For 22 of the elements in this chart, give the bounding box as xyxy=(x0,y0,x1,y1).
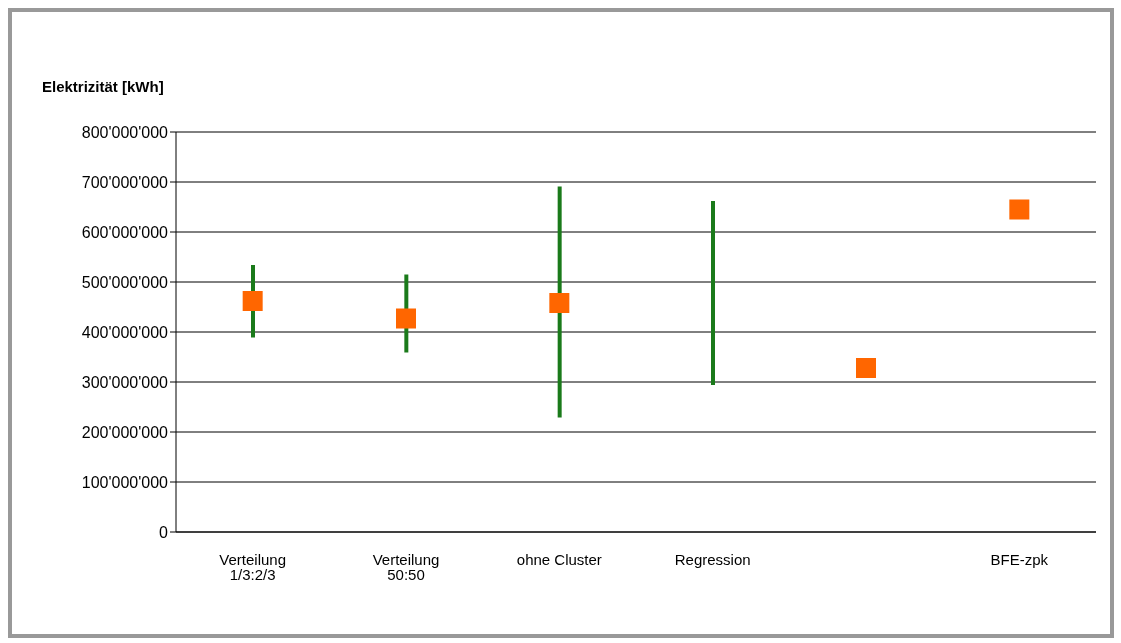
y-tick-label: 400'000'000 xyxy=(81,323,169,341)
point xyxy=(856,358,876,378)
point xyxy=(242,291,263,311)
bar xyxy=(711,201,715,385)
point xyxy=(396,308,416,329)
y-tick-label: 700'000'000 xyxy=(81,173,169,191)
y-tick-label: 200'000'000 xyxy=(81,423,169,441)
point xyxy=(1009,199,1030,220)
y-axis-title: Elektrizität [kWh] xyxy=(42,78,164,95)
y-tick-label: 0 xyxy=(159,523,169,541)
point xyxy=(549,293,570,313)
y-tick-label: 500'000'000 xyxy=(81,273,169,291)
y-tick-label: 300'000'000 xyxy=(81,373,169,391)
y-tick-label: 100'000'000 xyxy=(81,473,169,491)
x-tick-label: BFE-zpk xyxy=(990,550,1049,568)
x-tick-label: ohne Cluster xyxy=(516,550,602,568)
y-tick-label: 600'000'000 xyxy=(81,223,169,241)
y-tick-label: 800'000'000 xyxy=(81,123,169,141)
x-tick-label: Regression xyxy=(674,550,751,568)
x-tick-label: Verteilung 50:50 xyxy=(372,550,440,583)
bar xyxy=(557,186,562,418)
x-tick-label: Verteilung 1/3:2/3 xyxy=(219,550,287,583)
